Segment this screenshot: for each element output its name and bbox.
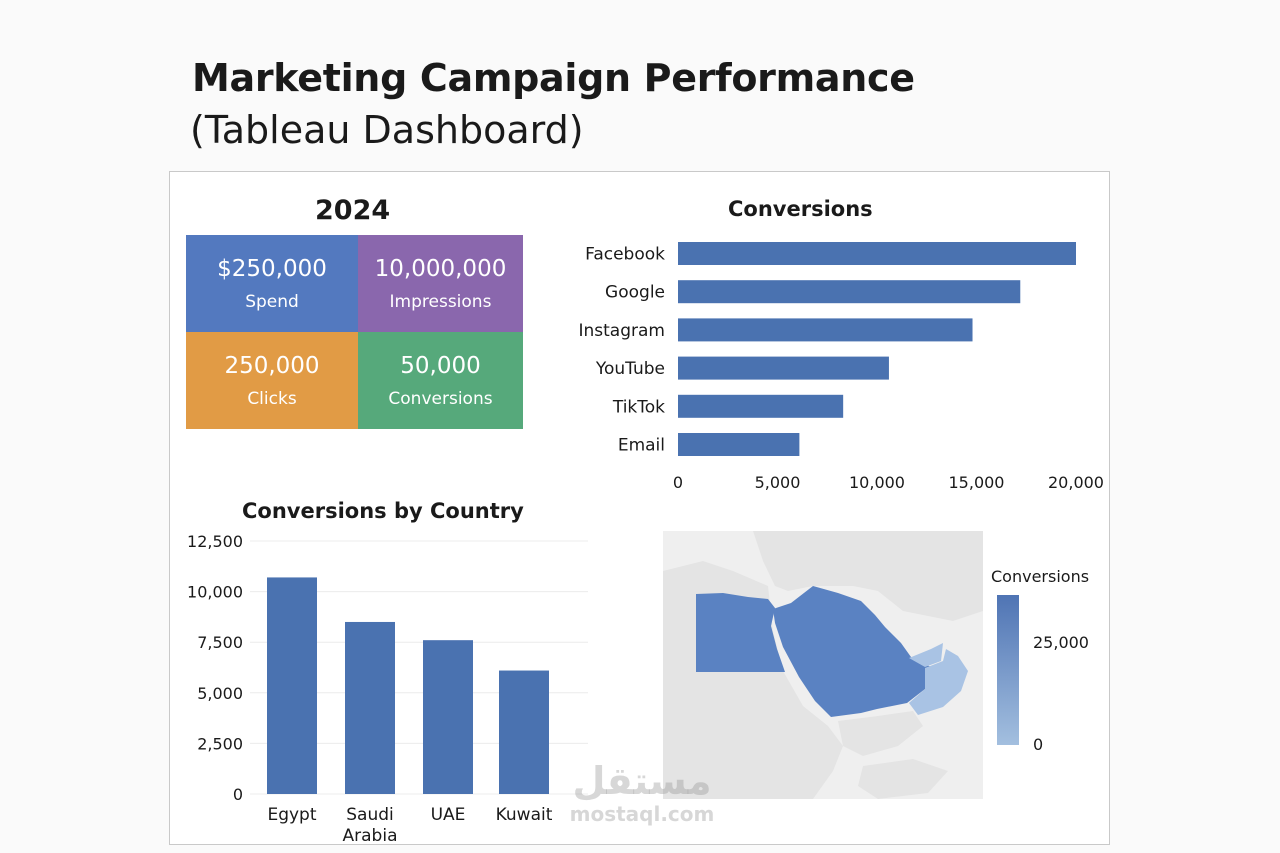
country-bar-chart: 0 2,500 5,000 7,500 10,000 12,500 Egypt Saudi Ar… bbox=[187, 532, 588, 844]
kpi-value: $250,000 bbox=[217, 255, 327, 282]
kpi-label: Clicks bbox=[247, 388, 297, 409]
bar-email[interactable] bbox=[678, 433, 800, 456]
watermark: مستقل mostaql.com bbox=[562, 760, 722, 826]
bar-google[interactable] bbox=[678, 280, 1021, 304]
x-tick-label-20000: 20,000 bbox=[1048, 473, 1104, 492]
map-panel[interactable] bbox=[663, 531, 983, 799]
bar-uae[interactable] bbox=[423, 640, 473, 794]
x-tick-label-15000: 15,000 bbox=[949, 473, 1005, 492]
y-tick-label-7500: 7,500 bbox=[197, 633, 243, 652]
kpi-value: 10,000,000 bbox=[374, 255, 507, 282]
bar-youtube[interactable] bbox=[678, 356, 889, 380]
kpi-label: Impressions bbox=[389, 291, 492, 312]
region-map bbox=[663, 531, 983, 799]
x-tick-label-kuwait: Kuwait bbox=[496, 805, 553, 825]
land-horn bbox=[858, 759, 948, 799]
region-oman[interactable] bbox=[909, 649, 968, 715]
y-tick-label-youtube: YouTube bbox=[595, 359, 665, 379]
kpi-tile-clicks[interactable]: 250,000 Clicks bbox=[186, 332, 358, 429]
kpi-value: 250,000 bbox=[224, 352, 320, 379]
region-egypt[interactable] bbox=[696, 593, 785, 672]
bar-saudi-arabia[interactable] bbox=[345, 621, 395, 794]
y-tick-label-email: Email bbox=[618, 436, 665, 456]
country-chart-title: Conversions by Country bbox=[242, 499, 524, 523]
conversions-bar-chart: Facebook Google Instagram YouTube TikTok Emai… bbox=[579, 242, 1104, 492]
region-saudi-arabia[interactable] bbox=[773, 586, 935, 717]
x-tick-label-uae: UAE bbox=[431, 805, 466, 825]
kpi-tile-conversions[interactable]: 50,000 Conversions bbox=[358, 332, 523, 429]
x-tick-label-saudi-arabia: Saudi Arabia bbox=[343, 805, 398, 844]
kpi-label: Spend bbox=[245, 291, 299, 312]
land-levant bbox=[753, 531, 983, 621]
bar-kuwait[interactable] bbox=[499, 670, 549, 794]
y-tick-label-tiktok: TikTok bbox=[612, 397, 665, 417]
conversions-chart-title: Conversions bbox=[728, 197, 873, 221]
y-tick-label-12500: 12,500 bbox=[187, 532, 243, 551]
x-tick-label-0: 0 bbox=[673, 473, 683, 492]
x-tick-label-egypt: Egypt bbox=[267, 805, 316, 825]
bar-tiktok[interactable] bbox=[678, 394, 844, 418]
map-legend-color-scale bbox=[997, 595, 1019, 745]
kpi-year: 2024 bbox=[315, 195, 391, 226]
kpi-tile-spend[interactable]: $250,000 Spend bbox=[186, 235, 358, 332]
watermark-logo: مستقل bbox=[572, 759, 712, 803]
kpi-tile-impressions[interactable]: 10,000,000 Impressions bbox=[358, 235, 523, 332]
page-subtitle: (Tableau Dashboard) bbox=[190, 108, 584, 152]
bar-instagram[interactable] bbox=[678, 318, 973, 342]
y-tick-label-facebook: Facebook bbox=[585, 245, 665, 265]
y-tick-label-5000: 5,000 bbox=[197, 684, 243, 703]
land-yemen bbox=[838, 711, 923, 756]
y-tick-label-10000: 10,000 bbox=[187, 583, 243, 602]
page-title: Marketing Campaign Performance bbox=[192, 56, 915, 100]
region-uae[interactable] bbox=[909, 643, 943, 667]
kpi-label: Conversions bbox=[388, 388, 493, 409]
map-legend-title: Conversions bbox=[991, 567, 1090, 586]
y-tick-label-0: 0 bbox=[233, 785, 243, 804]
y-tick-label-2500: 2,500 bbox=[197, 734, 243, 753]
y-tick-label-instagram: Instagram bbox=[579, 321, 666, 341]
kpi-grid: $250,000 Spend 10,000,000 Impressions 25… bbox=[186, 235, 523, 429]
bar-egypt[interactable] bbox=[267, 577, 317, 794]
map-legend-max: 25,000 bbox=[1033, 633, 1089, 652]
bar-facebook[interactable] bbox=[678, 242, 1076, 265]
kpi-value: 50,000 bbox=[400, 352, 481, 379]
x-tick-label-10000: 10,000 bbox=[849, 473, 905, 492]
y-tick-label-google: Google bbox=[605, 283, 665, 303]
map-legend-min: 0 bbox=[1033, 735, 1044, 754]
watermark-url: mostaql.com bbox=[569, 802, 715, 826]
x-tick-label-5000: 5,000 bbox=[755, 473, 801, 492]
